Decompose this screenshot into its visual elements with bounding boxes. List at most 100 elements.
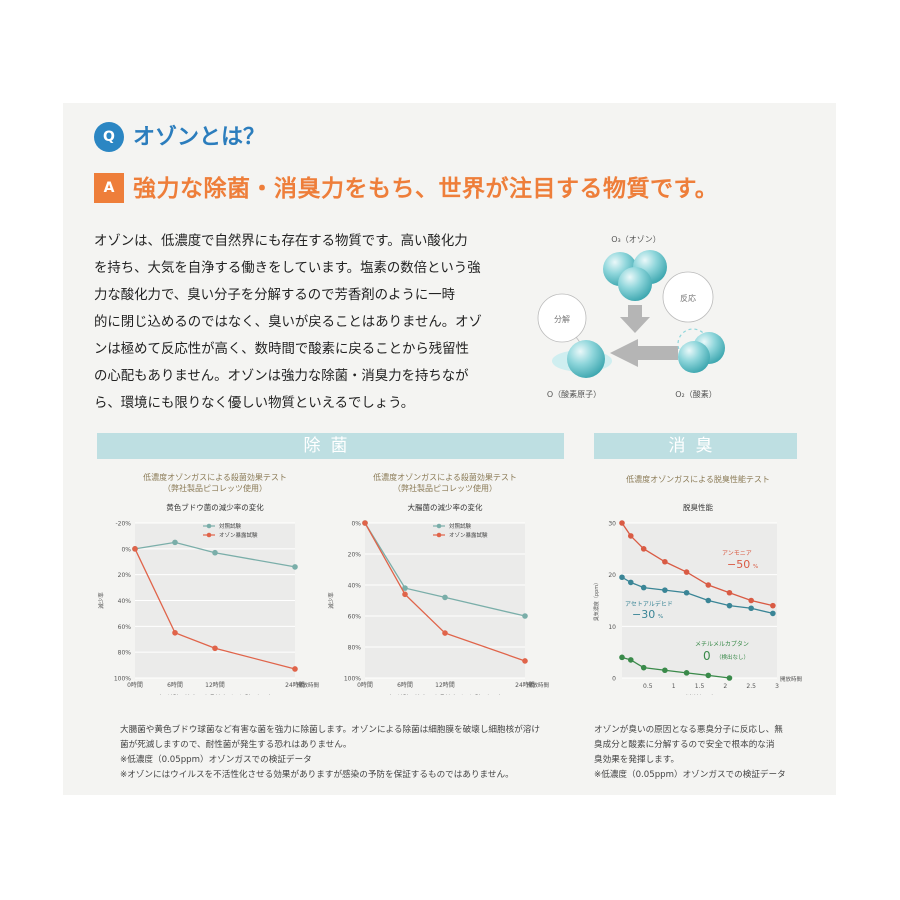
series-line — [364, 522, 526, 617]
chart-subtitle: （弊社製品ピコレッツ使用） — [393, 483, 497, 493]
footnote-line: 臭成分と酸素に分解するので安全で根本的な消 — [594, 740, 775, 750]
x-axis-label: 開放時間 — [780, 675, 803, 683]
y-tick-label: 20% — [348, 552, 362, 559]
data-point — [172, 629, 178, 636]
series-line — [134, 548, 296, 670]
data-point — [172, 539, 178, 546]
data-point — [748, 597, 754, 604]
data-point — [627, 579, 634, 586]
data-point — [292, 666, 298, 672]
react-label: 反応 — [680, 293, 696, 303]
y-tick-label: 0% — [351, 521, 361, 528]
x-tick-label: 0時間 — [357, 681, 373, 689]
deodor-band: 消臭 — [594, 433, 797, 459]
ozone-reaction-diagram: O₃（オゾン） 分解 反応 O（酸素原子） O₂（酸素） — [537, 235, 725, 399]
data-point — [442, 630, 448, 636]
chart-title: 低濃度オゾンガスによる脱臭性能テスト — [626, 474, 770, 484]
y-tick-label: 100% — [344, 676, 361, 683]
data-point — [402, 591, 408, 598]
chart-title: 低濃度オゾンガスによる殺菌効果テスト — [143, 472, 287, 482]
intro-line: オゾンは、低濃度で自然界にも存在する物質です。高い酸化力 — [94, 234, 468, 249]
mercaptan-name: メチルメルカプタン — [695, 640, 749, 648]
y-tick-label: 40% — [118, 598, 132, 605]
chart-title: 低濃度オゾンガスによる殺菌効果テスト — [373, 472, 517, 482]
data-point — [662, 667, 668, 674]
y-tick-label: 30 — [608, 521, 616, 528]
data-point — [627, 657, 634, 663]
footnote-line: 大腸菌や黄色ブドウ球菌など有害な菌を強力に除菌します。オゾンによる除菌は細胞膜を… — [120, 725, 540, 735]
data-point — [748, 605, 754, 612]
y-axis-label: 臭気濃度（ppm） — [593, 580, 600, 621]
disinfect-band: 除菌 — [97, 433, 564, 459]
data-point — [770, 602, 776, 609]
x-tick-label: 6時間 — [397, 681, 413, 689]
y-tick-label: 0% — [121, 546, 131, 553]
data-point — [726, 589, 733, 596]
data-point — [132, 546, 138, 552]
o3-atom-bottom — [618, 267, 652, 301]
legend-label: オゾン暴露試験 — [449, 531, 488, 539]
left-arrow — [610, 339, 678, 367]
y-tick-label: 60% — [118, 624, 132, 631]
source-note: （公益財団法人岡山県健康づくり財団調べ） — [155, 694, 275, 695]
data-point — [683, 589, 690, 596]
intro-line: ら、環境にも限りなく優しい物質といえるでしょう。 — [94, 396, 415, 411]
disinfect-footnote: 大腸菌や黄色ブドウ球菌など有害な菌を強力に除菌します。オゾンによる除菌は細胞膜を… — [120, 723, 540, 783]
o-label: O（酸素原子） — [547, 389, 601, 399]
ammonia-unit: % — [753, 564, 758, 570]
data-point — [619, 574, 625, 581]
staph-chart: 低濃度オゾンガスによる殺菌効果テスト（弊社製品ピコレッツ使用） 黄色ブドウ菌の減少… — [97, 472, 320, 695]
x-tick-label: 1.5 — [695, 683, 705, 690]
intro-line: 的に閉じ込めるのではなく、臭いが戻ることはありません。オゾ — [94, 315, 482, 330]
data-point — [726, 675, 733, 681]
o-atom — [567, 340, 605, 378]
source-note: （当社調べ） — [681, 694, 717, 695]
y-tick-label: 0 — [612, 676, 616, 683]
o2-label: O₂（酸素） — [675, 389, 717, 399]
x-tick-label: 12時間 — [205, 681, 225, 689]
data-point — [292, 564, 298, 570]
data-point — [619, 520, 625, 526]
answer-title: 強力な除菌・消臭力をもち、世界が注目する物質です。 — [133, 176, 719, 202]
mercaptan-value: 0 — [703, 649, 711, 663]
legend-marker — [206, 523, 212, 529]
y-axis-label: 減少率 — [327, 592, 335, 609]
x-tick-label: 24時間 — [285, 681, 305, 689]
react-bubble — [662, 271, 714, 323]
y-tick-label: 80% — [348, 645, 362, 652]
acetaldehyde-value: −30 — [632, 608, 655, 621]
series-line — [364, 522, 526, 662]
data-point — [212, 645, 218, 652]
intro-line: を持ち、大気を自浄する働きをしています。塩素の数倍という強 — [94, 261, 481, 276]
decompose-label: 分解 — [554, 314, 570, 324]
y-tick-label: 10 — [608, 624, 616, 631]
footnote-line: 菌が死滅しますので、耐性菌が発生する恐れはありません。 — [120, 740, 352, 750]
data-point — [705, 672, 712, 679]
x-axis-label: 開放時間 — [527, 681, 550, 689]
mercaptan-note: （検出なし） — [716, 653, 749, 661]
x-tick-label: 24時間 — [515, 681, 535, 689]
data-point — [522, 658, 528, 664]
data-point — [442, 594, 448, 601]
x-axis-label: 開放時間 — [297, 681, 320, 689]
chart-heading: 黄色ブドウ菌の減少率の変化 — [166, 502, 264, 512]
intro-line: の心配もありません。オゾンは強力な除菌・消臭力を持ちなが — [94, 369, 469, 384]
data-point — [627, 533, 634, 539]
data-point — [770, 610, 776, 617]
down-arrow — [620, 305, 650, 333]
data-point — [640, 584, 647, 591]
x-tick-label: 12時間 — [435, 681, 455, 689]
x-tick-label: 3 — [775, 683, 779, 690]
chart-subtitle: （弊社製品ピコレッツ使用） — [163, 483, 267, 493]
x-tick-label: 1 — [672, 683, 676, 690]
footnote-line: ※低濃度（0.05ppm）オゾンガスでの検証データ — [594, 770, 786, 780]
ecoli-chart: 低濃度オゾンガスによる殺菌効果テスト（弊社製品ピコレッツ使用） 大腸菌の減少率の変… — [327, 472, 550, 695]
y-tick-label: -20% — [115, 521, 131, 528]
data-point — [212, 549, 218, 556]
data-point — [683, 670, 690, 676]
plot-area — [365, 523, 525, 678]
x-tick-label: 0.5 — [643, 683, 653, 690]
x-tick-label: 6時間 — [167, 681, 183, 689]
data-point — [662, 587, 668, 593]
